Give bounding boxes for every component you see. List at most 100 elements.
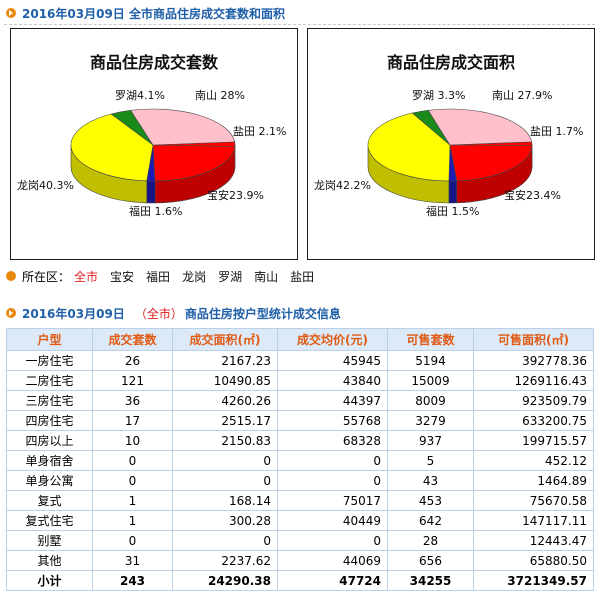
column-header: 可售面积(㎡): [473, 328, 594, 351]
table-cell: 0: [92, 450, 173, 471]
table-section-title: 商品住房按户型统计成交信息: [184, 306, 341, 321]
pie-slice-南山: [130, 108, 236, 146]
table-cell: 5: [387, 450, 474, 471]
table-cell: 452.12: [473, 450, 594, 471]
table-cell: 40449: [277, 510, 388, 531]
table-cell: 121: [92, 370, 173, 391]
table-row: 二房住宅 121 10490.85 43840 15009 1269116.43: [6, 370, 594, 391]
table-cell: 168.14: [172, 490, 278, 511]
region-link[interactable]: 福田: [146, 269, 171, 284]
table-row: 其他 31 2237.62 44069 656 65880.50: [6, 550, 594, 571]
arrow-bullet-icon: [6, 8, 16, 18]
table-cell: 1: [92, 510, 173, 531]
table-row: 四房以上 10 2150.83 68328 937 199715.57: [6, 430, 594, 451]
table-cell: 3279: [387, 410, 474, 431]
table-cell: 单身公寓: [6, 470, 93, 491]
table-cell: 2150.83: [172, 430, 278, 451]
table-cell: 656: [387, 550, 474, 571]
table-cell: 单身宿舍: [6, 450, 93, 471]
chart-section-header: 2016年03月09日 全市商品住房成交套数和面积: [4, 2, 595, 25]
pie-side-福田: [448, 180, 457, 204]
pie-slice-宝安: [449, 144, 533, 182]
table-row: 别墅 0 0 0 28 12443.47: [6, 530, 594, 551]
table-cell: 453: [387, 490, 474, 511]
table-cell: 2167.23: [172, 350, 278, 371]
table-section-date: 2016年03月09日: [22, 306, 125, 321]
region-link[interactable]: 盐田: [290, 269, 315, 284]
region-link[interactable]: 龙岗: [182, 269, 207, 284]
pie-label: 罗湖4.1%: [115, 89, 165, 102]
table-cell: 三房住宅: [6, 390, 93, 411]
column-header: 成交均价(元): [277, 328, 388, 351]
table-cell: 937: [387, 430, 474, 451]
table-cell: 1269116.43: [473, 370, 594, 391]
table-cell: 10490.85: [172, 370, 278, 391]
table-cell: 12443.47: [473, 530, 594, 551]
table-cell: 3721349.57: [473, 570, 594, 591]
table-cell: 复式住宅: [6, 510, 93, 531]
table-cell: 36: [92, 390, 173, 411]
table-cell: 34255: [387, 570, 474, 591]
pie-chart-area: 商品住房成交面积 南山 27.9% 盐田 1.7% 宝安23.4% 福田 1.5% 龙岗…: [307, 28, 595, 260]
table-cell: 15009: [387, 370, 474, 391]
pie-label: 南山 28%: [195, 89, 245, 102]
region-link[interactable]: 罗湖: [218, 269, 243, 284]
table-cell: 0: [92, 530, 173, 551]
pie-label: 盐田 1.7%: [530, 125, 583, 138]
pie-slice-南山: [427, 108, 533, 146]
table-cell: 75017: [277, 490, 388, 511]
table-cell: 0: [172, 530, 278, 551]
table-cell: 别墅: [6, 530, 93, 551]
table-cell: 642: [387, 510, 474, 531]
table-cell: 4260.26: [172, 390, 278, 411]
table-cell: 四房以上: [6, 430, 93, 451]
column-header: 成交套数: [92, 328, 173, 351]
arrow-bullet-icon: [6, 271, 16, 281]
pie-label: 罗湖 3.3%: [412, 89, 465, 102]
table-cell: 0: [277, 530, 388, 551]
table-cell: 1: [92, 490, 173, 511]
chart-title: 商品住房成交套数: [89, 53, 218, 72]
table-cell: 0: [277, 470, 388, 491]
table-cell: 0: [277, 450, 388, 471]
chart-section-title: 2016年03月09日 全市商品住房成交套数和面积: [22, 6, 285, 21]
table-cell: 0: [172, 470, 278, 491]
table-header-row: 户型 成交套数 成交面积(㎡) 成交均价(元) 可售套数 可售面积(㎡): [6, 328, 594, 351]
pie-label: 宝安23.9%: [207, 188, 264, 202]
table-cell: 633200.75: [473, 410, 594, 431]
table-row: 复式 1 168.14 75017 453 75670.58: [6, 490, 594, 511]
arrow-bullet-icon: [6, 308, 16, 318]
pie-side-福田: [146, 180, 156, 204]
table-cell: 55768: [277, 410, 388, 431]
region-link[interactable]: 宝安: [110, 269, 135, 284]
table-row: 复式住宅 1 300.28 40449 642 147117.11: [6, 510, 594, 531]
table-row: 单身公寓 0 0 0 43 1464.89: [6, 470, 594, 491]
region-link[interactable]: 南山: [254, 269, 279, 284]
pie-chart-svg: 南山 28% 盐田 2.1% 宝安23.9% 福田 1.6% 龙岗40.3% 罗湖4.1%: [17, 89, 286, 218]
pie-label: 福田 1.6%: [129, 204, 182, 218]
table-cell: 一房住宅: [6, 350, 93, 371]
table-cell: 47724: [277, 570, 388, 591]
region-filter-bar: 所在区： 全市 宝安 福田 龙岗 罗湖 南山 盐田: [4, 266, 326, 286]
pie-label: 盐田 2.1%: [233, 125, 286, 138]
table-cell: 44069: [277, 550, 388, 571]
table-cell: 复式: [6, 490, 93, 511]
pie-label: 龙岗42.2%: [314, 179, 371, 192]
table-row: 单身宿舍 0 0 0 5 452.12: [6, 450, 594, 471]
table-cell: 243: [92, 570, 173, 591]
table-cell: 26: [92, 350, 173, 371]
table-cell: 923509.79: [473, 390, 594, 411]
table-cell: 24290.38: [172, 570, 278, 591]
table-cell: 17: [92, 410, 173, 431]
table-cell: 小计: [6, 570, 93, 591]
pie-label: 南山 27.9%: [492, 89, 552, 102]
table-cell: 28: [387, 530, 474, 551]
table-cell: 0: [172, 450, 278, 471]
table-cell: 5194: [387, 350, 474, 371]
pie-chart-units: 商品住房成交套数 南山 28% 盐田 2.1% 宝安23.9% 福田 1.6% 龙岗40…: [10, 28, 298, 260]
region-link[interactable]: 全市: [74, 269, 99, 284]
table-cell: 68328: [277, 430, 388, 451]
table-cell: 0: [92, 470, 173, 491]
table-cell: 2515.17: [172, 410, 278, 431]
column-header: 成交面积(㎡): [172, 328, 278, 351]
